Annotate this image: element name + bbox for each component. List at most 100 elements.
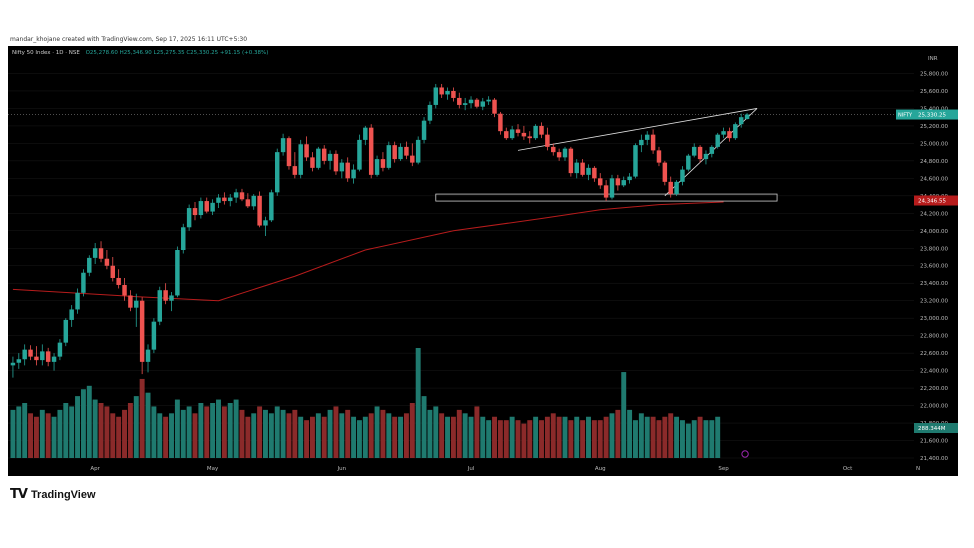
volume-bar [69,406,75,458]
volume-bar [691,420,697,458]
price-tick-label: 22,200.00 [920,386,948,392]
candle-body [145,349,151,362]
ma-tag-value: 24,346.55 [918,198,946,204]
candle-body [668,181,673,195]
candle-body [380,159,386,168]
candle-body [574,162,579,174]
volume-bar [715,416,721,458]
volume-bar [497,420,503,458]
volume-bar [656,420,662,458]
volume-bar [398,416,404,458]
volume-bar [274,406,280,458]
candle-body [63,319,69,343]
candle-body [192,208,198,216]
candle-body [551,146,556,153]
volume-bar [568,420,574,458]
volume-bar [562,416,568,458]
candle-body [521,132,527,137]
candle-body [715,134,720,147]
volume-bar [233,399,239,458]
candle-body [186,208,192,228]
volume-bar [151,406,157,458]
candle-body [644,134,650,140]
candle-body [662,162,668,182]
candle-body [586,167,591,175]
candle-body [533,125,538,139]
candle-body [433,87,439,105]
volume-bar [245,416,251,458]
candlestick-chart[interactable]: 21,400.0021,600.0021,800.0022,000.0022,2… [8,46,958,476]
volume-bar [503,420,509,458]
candle-body [445,90,450,95]
volume-bar [368,413,374,458]
chart-panel[interactable]: 21,400.0021,600.0021,800.0022,000.0022,2… [8,46,958,476]
candle-body [556,152,562,158]
candle-body [686,155,691,170]
candle-body [57,342,63,357]
symbol-tag-bg [896,109,914,120]
tradingview-footer[interactable]: TV TradingView [10,487,96,502]
candle-body [386,145,392,168]
volume-bar [63,403,69,458]
candle-body [116,277,121,285]
volume-bar [80,389,86,458]
candle-body [633,145,638,177]
candle-body [598,178,603,186]
volume-bar [609,413,615,458]
candle-body [69,309,74,320]
time-tick-label: N [916,466,920,472]
price-tick-label: 25,400.00 [920,106,948,112]
volume-bar [509,416,515,458]
candle-body [733,124,738,139]
candle-body [592,167,597,179]
volume-bar [321,416,327,458]
candle-body [650,134,656,151]
volume-bar [192,413,198,458]
candle-body [22,349,27,360]
volume-bar [433,406,439,458]
volume-bar [251,413,257,458]
candle-body [674,181,679,195]
volume-bar [28,413,34,458]
candle-body [691,146,697,156]
time-axis-bg [8,462,958,476]
candle-body [263,220,268,226]
price-tag-value: 25,330.25 [918,113,946,119]
price-tick-label: 25,000.00 [920,141,948,147]
volume-bar [22,403,28,458]
volume-bar [697,416,703,458]
volume-bar [133,396,139,458]
volume-bar [333,406,339,458]
moving-average-line [12,201,724,302]
plot-background [8,46,958,476]
volume-bar [327,409,333,458]
candle-body [10,362,16,366]
candle-body [351,169,356,179]
candle-body [210,202,215,212]
candle-body [515,129,521,133]
candle-body [251,195,256,207]
candle-body [639,139,644,146]
candle-body [468,99,474,104]
candle-body [339,162,345,172]
volume-bar [403,413,409,458]
candle-body [480,101,486,107]
time-tick-label: Apr [90,466,100,472]
volume-bar [39,409,45,458]
volume-bar [468,416,474,458]
price-tag-bg [914,109,958,120]
symbol-name[interactable]: Nifty 50 Index · 1D · NSE [12,50,80,56]
volume-bar [415,348,421,458]
candle-body [457,97,462,105]
price-tick-label: 23,200.00 [920,299,948,305]
price-tick-label: 22,600.00 [920,351,948,357]
candle-body [368,127,374,175]
candle-body [603,185,609,198]
candle-body [233,192,239,198]
candle-body [92,248,98,258]
candle-body [498,113,503,132]
candle-body [204,201,209,212]
candle-body [709,146,715,154]
candle-body [357,139,362,170]
candle-body [697,146,703,160]
